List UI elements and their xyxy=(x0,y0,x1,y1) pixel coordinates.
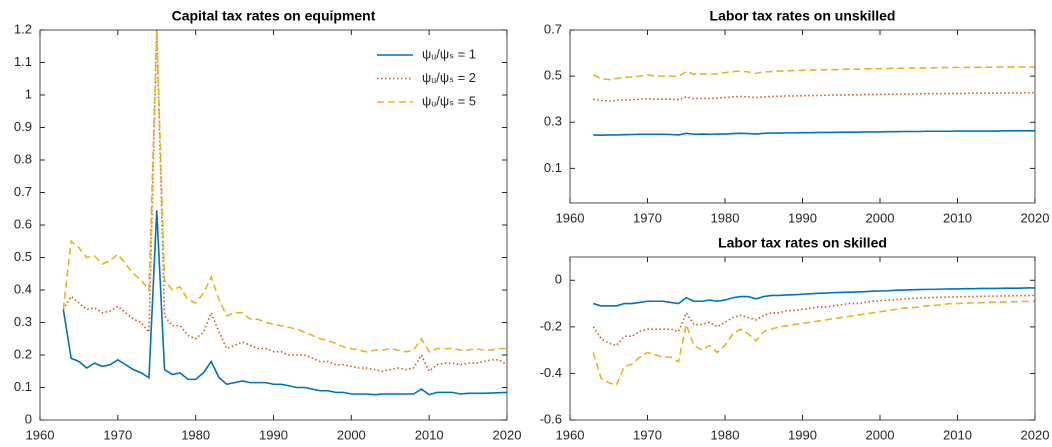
series-line xyxy=(62,210,507,396)
subplot: Labor tax rates on skilled 1960 1970 1980 19… xyxy=(540,235,1050,443)
y-tick-label: 0.6 xyxy=(14,216,32,231)
x-tick-label: 1990 xyxy=(788,427,817,442)
x-tick-label: 1960 xyxy=(556,210,585,225)
y-tick-label: -0.2 xyxy=(540,318,562,333)
series-line xyxy=(62,30,507,373)
legend: ψᵤ/ψₛ = 1 ψᵤ/ψₛ = 2 ψᵤ/ψₛ = 5 xyxy=(377,46,476,108)
series-line xyxy=(593,287,1035,307)
axes-box xyxy=(569,29,1036,204)
series-line xyxy=(592,300,1035,387)
y-tick-label: 1.2 xyxy=(14,21,32,36)
x-tick-label: 1990 xyxy=(259,427,288,442)
chart-title: Labor tax rates on skilled xyxy=(718,235,887,251)
y-tick-label: 0.3 xyxy=(14,314,32,329)
x-tick-label: 2020 xyxy=(1021,210,1050,225)
x-tick-label: 2000 xyxy=(866,210,895,225)
series-line xyxy=(592,66,1035,81)
x-tick-label: 2010 xyxy=(415,427,444,442)
subplot: Capital tax rates on equipment 1960 1970 19… xyxy=(14,8,522,443)
x-tick-label: 2020 xyxy=(493,427,522,442)
y-tick-label: 0.5 xyxy=(14,249,32,264)
y-tick-label: 0 xyxy=(555,272,562,287)
series-line xyxy=(593,130,1035,136)
y-tick-label: 0.2 xyxy=(14,346,32,361)
y-tick-label: 0 xyxy=(25,411,32,426)
y-tick-label: 1 xyxy=(25,86,32,101)
subplot: Labor tax rates on unskilled 1960 1970 1980… xyxy=(544,8,1050,226)
y-tick-label: 0.7 xyxy=(14,184,32,199)
x-tick-label: 1980 xyxy=(711,210,740,225)
y-tick-label: 0.5 xyxy=(544,68,562,83)
y-tick-label: 0.1 xyxy=(14,379,32,394)
y-tick-label: -0.4 xyxy=(540,365,562,380)
x-tick-label: 1990 xyxy=(788,210,817,225)
legend-label: ψᵤ/ψₛ = 2 xyxy=(422,70,476,85)
y-tick-label: 1.1 xyxy=(14,54,32,69)
x-tick-label: 1980 xyxy=(711,427,740,442)
chart-title: Capital tax rates on equipment xyxy=(172,8,376,24)
x-tick-label: 2010 xyxy=(943,210,972,225)
x-tick-label: 2010 xyxy=(943,427,972,442)
y-tick-label: 0.9 xyxy=(14,119,32,134)
y-tick-label: 0.1 xyxy=(544,160,562,175)
x-tick-label: 2000 xyxy=(337,427,366,442)
x-tick-label: 1960 xyxy=(556,427,585,442)
x-tick-label: 1980 xyxy=(181,427,210,442)
legend-label: ψᵤ/ψₛ = 1 xyxy=(422,46,476,61)
y-tick-label: 0.7 xyxy=(544,21,562,36)
x-tick-label: 1970 xyxy=(103,427,132,442)
x-tick-label: 1960 xyxy=(26,427,55,442)
x-tick-label: 1970 xyxy=(633,210,662,225)
y-tick-label: 0.3 xyxy=(544,114,562,129)
series-line xyxy=(593,91,1035,102)
y-tick-label: -0.6 xyxy=(540,411,562,426)
y-tick-label: 0.8 xyxy=(14,151,32,166)
axes-box xyxy=(39,29,508,421)
y-tick-label: 0.4 xyxy=(14,281,32,296)
x-tick-label: 1970 xyxy=(633,427,662,442)
legend-label: ψᵤ/ψₛ = 5 xyxy=(422,93,476,108)
x-tick-label: 2020 xyxy=(1021,427,1050,442)
series-line xyxy=(62,30,507,353)
x-tick-label: 2000 xyxy=(866,427,895,442)
axes-box xyxy=(569,256,1036,421)
chart-title: Labor tax rates on unskilled xyxy=(710,8,896,24)
series-line xyxy=(592,294,1035,347)
